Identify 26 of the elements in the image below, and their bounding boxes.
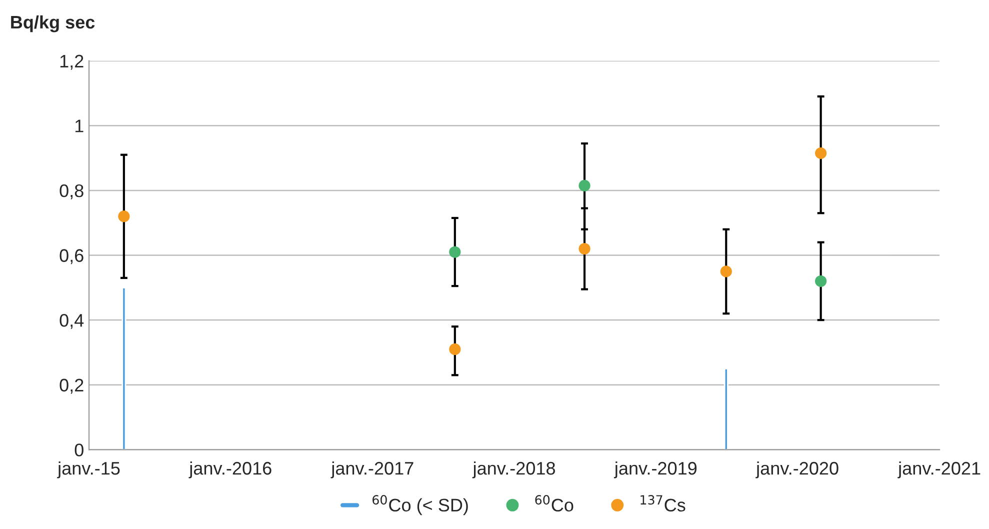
y-tick-label: 0 — [74, 444, 84, 456]
point — [578, 242, 590, 255]
y-tick-label: 0,4 — [60, 314, 84, 329]
y-axis-title: Bq/kg sec — [11, 15, 95, 32]
legend-label: $^{137}$Cs — [640, 495, 686, 512]
point — [815, 147, 827, 159]
x-tick-label: janv.-2016 — [188, 461, 272, 478]
x-tick-label: janv.-2018 — [472, 461, 555, 478]
x-tick-label: janv.-2019 — [614, 461, 697, 478]
y-tick-label: 0,2 — [60, 378, 84, 394]
point — [720, 266, 732, 278]
legend-label: $^{60}$Co (< SD) — [372, 495, 468, 516]
y-tick-label: 0,8 — [60, 184, 84, 200]
point — [578, 180, 590, 192]
x-tick-label: janv.-2020 — [756, 461, 838, 478]
y-tick-label: 1,2 — [60, 54, 84, 70]
y-tick-label: 0,6 — [60, 249, 84, 264]
point — [815, 275, 827, 287]
point — [449, 343, 461, 356]
x-tick-label: janv.-2021 — [898, 461, 980, 478]
point — [118, 210, 130, 222]
point — [449, 246, 461, 258]
x-tick-label: janv.-2017 — [330, 461, 414, 478]
y-tick-label: 1 — [75, 120, 84, 132]
legend-label: $^{60}$Co — [535, 495, 574, 512]
x-tick-label: janv.-15 — [57, 461, 120, 478]
